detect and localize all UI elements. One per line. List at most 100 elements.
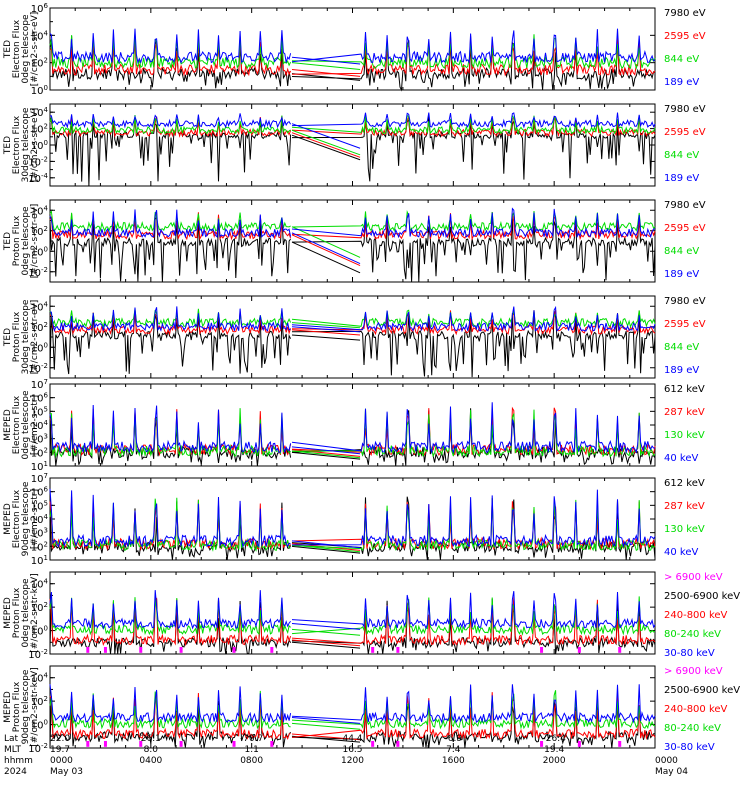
y-axis-label: [#/cm2-s-str-eV] xyxy=(30,12,40,87)
panel-4: 10-2 100 102 104 TED Proton Flux 30deg telesco… xyxy=(3,295,706,379)
lat-value: 44.4 xyxy=(342,734,362,744)
series-mark-magenta xyxy=(103,646,107,653)
tick-label: 103 xyxy=(31,527,48,540)
series-mark-magenta xyxy=(618,740,622,747)
y-axis-label: [#/cm2-s-str-keV] xyxy=(30,573,40,652)
series-mark-magenta xyxy=(179,740,183,747)
series-line-black xyxy=(291,213,656,282)
y-axis-label: MEPED xyxy=(3,597,13,629)
series-mark-magenta xyxy=(396,646,400,653)
y-axis-label: [#/cm2-s-str-eV] xyxy=(30,204,40,279)
lat-value: -70.7 xyxy=(240,734,263,744)
hhmm-value: 0000 xyxy=(655,756,678,766)
series-mark-magenta xyxy=(371,740,375,747)
tick-label: 100 xyxy=(31,719,48,732)
series-line-black xyxy=(291,116,656,182)
series-line-green xyxy=(49,308,292,329)
gap-connector-green xyxy=(291,62,361,70)
date-value: May 03 xyxy=(50,767,83,777)
series-line-green xyxy=(49,210,291,233)
series-line-red xyxy=(291,597,656,647)
series-line-blue xyxy=(291,207,656,239)
y-axis-label: Proton Flux xyxy=(12,681,22,732)
legend-entry: 844 eV xyxy=(664,342,699,353)
hhmm-value: 0000 xyxy=(50,756,73,766)
series-line-black xyxy=(291,408,656,466)
mlt-value: 1.1 xyxy=(245,745,259,755)
series-line-blue xyxy=(291,591,656,630)
legend-entry: 2595 eV xyxy=(664,31,706,42)
series-line-green xyxy=(50,408,291,459)
series-line-blue xyxy=(291,112,656,129)
series-line-black xyxy=(49,411,292,466)
series-mark-magenta xyxy=(618,646,622,653)
series-mark-magenta xyxy=(396,740,400,747)
series-line-green xyxy=(49,690,291,730)
series-line-red xyxy=(291,310,656,336)
y-axis-label: 90deg telescope xyxy=(21,669,31,744)
series-line-blue xyxy=(49,306,291,333)
legend-entry: 40 keV xyxy=(664,453,698,464)
tick-label: 102 xyxy=(31,321,48,334)
gap-connector-blue xyxy=(291,717,361,724)
tick-label: 104 xyxy=(31,672,49,685)
legend-entry: 7980 eV xyxy=(664,8,706,19)
y-axis-label: MEPED xyxy=(3,691,13,723)
legend-entry: 240-800 keV xyxy=(664,610,728,621)
mlt-value: 7.4 xyxy=(446,745,461,755)
y-axis-label: Electron Flux xyxy=(12,19,22,78)
y-axis-label: [#/cm2-s-str] xyxy=(30,489,40,549)
series-line-red xyxy=(49,310,292,336)
y-axis-label: Electron Flux xyxy=(12,489,22,548)
tick-label: 102 xyxy=(31,446,48,459)
y-axis-label: Electron Flux xyxy=(12,115,22,174)
series-line-blue xyxy=(291,684,656,724)
tick-label: 100 xyxy=(31,139,48,152)
series-line-black xyxy=(49,215,292,282)
lat-value: 22.0 xyxy=(50,734,70,744)
gap-connector-green xyxy=(291,129,361,156)
gap-connector-black xyxy=(291,241,361,274)
series-line-black xyxy=(291,310,656,378)
legend-entry: 189 eV xyxy=(664,77,699,88)
panel-2: 10-4 10-2 100 102 104 TED Electron Flux 30deg t… xyxy=(3,103,706,187)
legend-entry: 130 keV xyxy=(664,430,705,441)
legend-entry: 287 keV xyxy=(664,407,705,418)
legend-entry: 844 eV xyxy=(664,150,699,161)
hhmm-value: 1200 xyxy=(341,756,364,766)
gap-connector-black xyxy=(291,334,361,341)
series-line-black xyxy=(49,35,292,89)
y-axis-label: 0deg telescope xyxy=(21,206,31,276)
legend-entry: 612 keV xyxy=(664,478,705,489)
tick-label: 104 xyxy=(31,106,49,119)
y-axis-label: TED xyxy=(3,40,13,59)
gap-connector-red xyxy=(291,234,361,267)
legend-entry: 2500-6900 keV xyxy=(664,685,740,696)
series-mark-magenta xyxy=(103,740,107,747)
series-mark-magenta xyxy=(139,740,143,747)
gap-connector-green xyxy=(291,628,361,636)
tick-label: 104 xyxy=(31,29,49,42)
gap-connector-green xyxy=(291,544,361,553)
y-axis-label: [#/cm2-s-str-keV] xyxy=(30,667,40,746)
series-mark-magenta xyxy=(179,646,183,653)
gap-connector-red xyxy=(291,69,361,77)
tick-label: 107 xyxy=(31,378,48,391)
date-value: May 04 xyxy=(655,767,688,777)
series-line-black xyxy=(291,598,656,655)
tick-label: 107 xyxy=(31,472,48,485)
legend-entry: 2500-6900 keV xyxy=(664,591,740,602)
legend-entry: 189 eV xyxy=(664,365,699,376)
legend-entry: 30-80 keV xyxy=(664,742,715,753)
series-line-black xyxy=(49,500,292,560)
y-axis-label: [#/cm2-s-str] xyxy=(30,395,40,455)
hhmm-value: 0800 xyxy=(240,756,263,766)
tick-label: 104 xyxy=(31,300,49,313)
legend-entry: 189 eV xyxy=(664,173,699,184)
gap-connector-black xyxy=(291,735,361,743)
mlt-value: 8.0 xyxy=(144,745,159,755)
gap-connector-red xyxy=(291,329,361,336)
